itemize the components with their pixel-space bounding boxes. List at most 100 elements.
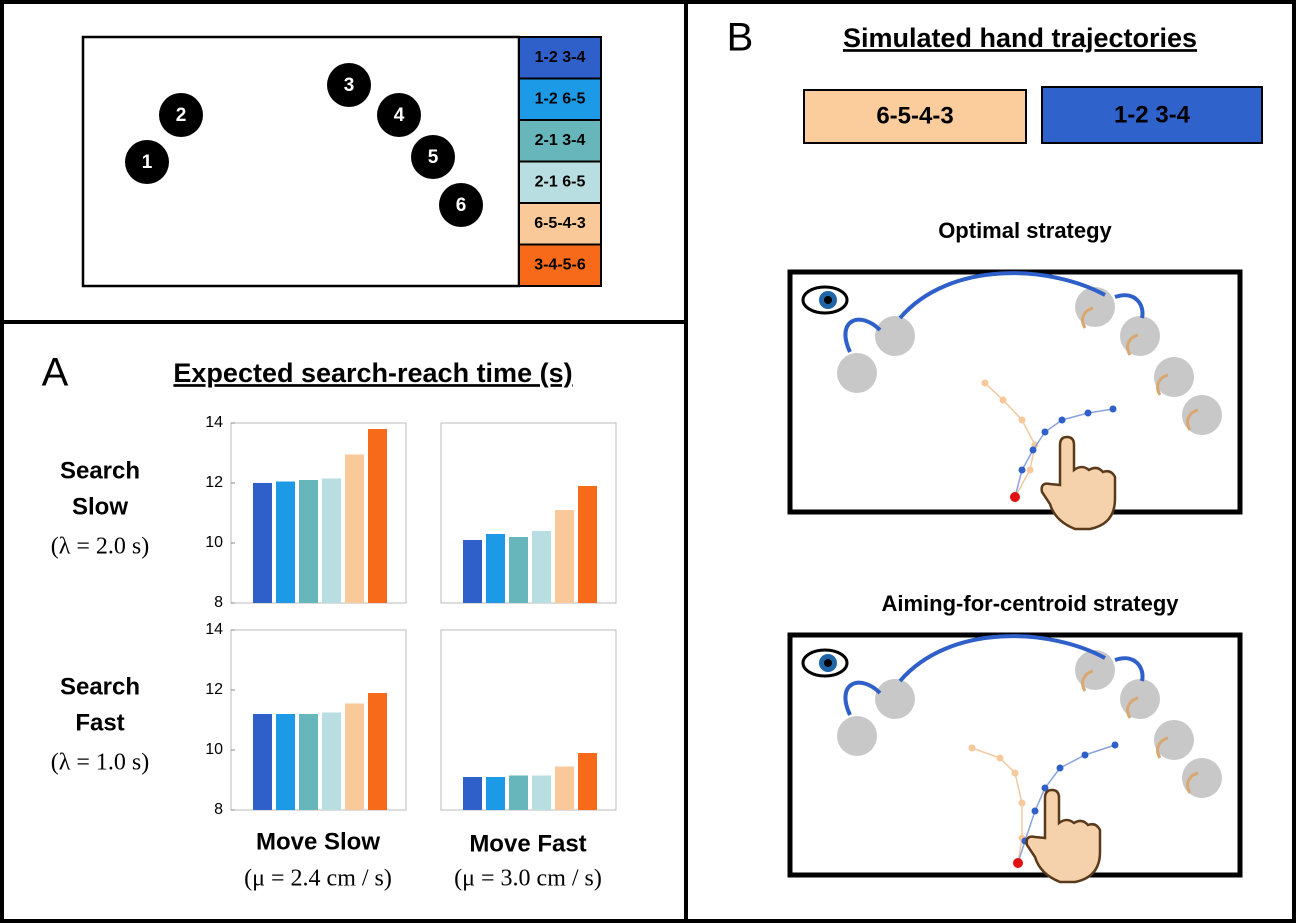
target-label: 5 [428,147,439,168]
trajectory-point [1011,769,1019,777]
target-disc [875,679,915,719]
hand-arrow [1186,771,1199,794]
legend-label: 1-2 3-4 [535,49,586,66]
row-label: Search [60,673,140,700]
target-disc [1120,679,1160,719]
legend-swatch [518,243,602,287]
column-label: Move Fast [469,830,586,857]
target [377,93,421,137]
target-disc [837,716,877,756]
trajectory-point [1081,751,1089,759]
trajectory [971,747,1023,864]
hand-arrow [1126,333,1139,356]
bar [299,480,318,603]
y-tick-label: 14 [205,414,223,431]
y-tick-label: 10 [205,741,223,758]
y-tick-label: 8 [214,801,223,818]
eye-arrow [898,634,1106,683]
y-tick-label: 12 [205,474,223,491]
target-disc [1075,650,1115,690]
eye-arrow [1114,656,1145,682]
bar [322,712,341,810]
bar [253,483,272,603]
bar [368,429,387,603]
target [411,135,455,179]
trajectory-point [1018,799,1026,807]
eye-arrow [843,680,882,716]
bar [578,486,597,603]
target-label: 1 [142,152,153,173]
trajectory-point [1041,784,1049,792]
hand-arrow [1081,306,1094,329]
y-tick-label: 14 [205,621,223,638]
column-param: (μ = 2.4 cm / s) [244,866,392,892]
trajectory-point [1018,416,1026,424]
panel-title: Simulated hand trajectories [843,23,1197,53]
bar [463,777,482,810]
pupil [824,296,832,304]
start-point [1010,492,1020,502]
hand [1040,435,1117,531]
target-label: 3 [344,75,355,96]
start-point [1013,858,1023,868]
hand-arrow [1156,373,1169,396]
hand [1025,788,1102,884]
panel-letter: A [42,351,69,395]
bar [486,534,505,603]
trajectory-point [1026,466,1034,474]
y-tick-label: 8 [214,594,223,611]
y-tick-label: 12 [205,681,223,698]
trajectory-point [1041,428,1049,436]
trajectory-point [1084,409,1092,417]
bar [555,510,574,603]
target [125,140,169,184]
strategy-title: Aiming-for-centroid strategy [881,591,1179,616]
target-disc [1120,316,1160,356]
trajectory-point [996,754,1004,762]
column-param: (μ = 3.0 cm / s) [454,866,602,892]
target-disc [1154,357,1194,397]
strategy-title: Optimal strategy [938,218,1112,243]
target-label: 4 [394,105,405,126]
legend-box [1041,86,1263,144]
target-label: 2 [176,105,187,126]
eye-arrow [1114,293,1145,319]
trajectory-point [1018,466,1026,474]
bar [276,714,295,810]
trajectory-point [1109,405,1117,413]
bar [532,531,551,603]
legend-label: 6-5-4-3 [876,102,953,129]
bar [345,454,364,603]
hand-arrow [1186,408,1199,431]
legend-label: 1-2 3-4 [1114,101,1191,128]
target [159,93,203,137]
row-param: (λ = 2.0 s) [51,534,150,560]
trajectory-point [1031,807,1039,815]
bar [532,775,551,810]
trajectory [984,382,1036,498]
bar [253,714,272,810]
bar [578,753,597,810]
eye-arrow [898,271,1106,320]
bar [486,777,505,810]
panel-letter: B [727,16,754,60]
row-label: Fast [75,709,124,736]
bar [345,703,364,810]
target-disc [875,316,915,356]
target-disc [1182,395,1222,435]
row-label: Slow [72,493,128,520]
target-disc [1182,758,1222,798]
bar [555,766,574,810]
bar [509,775,528,810]
legend-swatch [518,202,602,246]
trajectory-point [1029,446,1037,454]
pupil [824,659,832,667]
y-tick-label: 10 [205,534,223,551]
target-disc [837,353,877,393]
trajectory-point [1056,764,1064,772]
legend-box [803,89,1027,144]
hand-arrow [1126,696,1139,719]
legend-label: 1-2 6-5 [535,91,586,108]
